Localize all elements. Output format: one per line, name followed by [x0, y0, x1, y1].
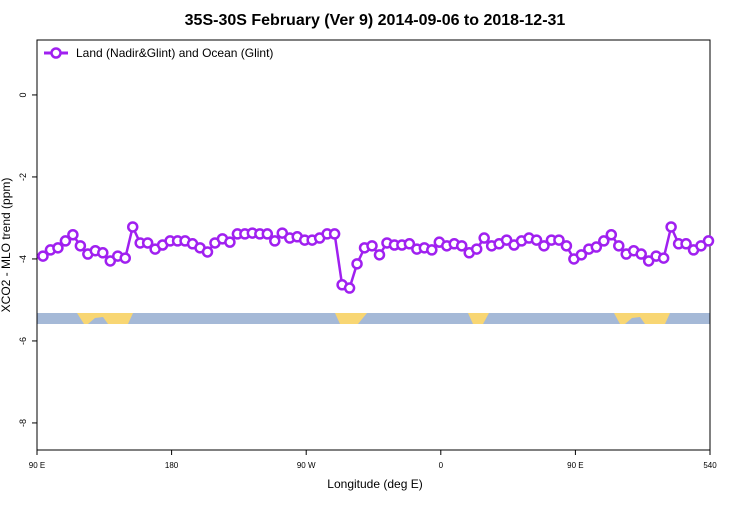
data-point: [455, 240, 468, 252]
data-point: [261, 228, 274, 240]
data-point: [104, 255, 117, 267]
data-point: [37, 250, 49, 262]
data-point: [657, 252, 670, 264]
data-point: [366, 240, 378, 252]
legend: Land (Nadir&Glint) and Ocean (Glint): [44, 46, 273, 60]
data-point: [126, 221, 139, 233]
data-point: [343, 282, 356, 294]
data-point: [59, 235, 72, 247]
y-tick-label: -6: [18, 337, 28, 345]
data-point: [605, 229, 618, 241]
y-axis-label: XCO2 - MLO trend (ppm): [0, 178, 13, 313]
data-point: [702, 235, 715, 247]
data-point: [373, 249, 386, 261]
data-point: [141, 237, 154, 249]
x-axis-label: Longitude (deg E): [327, 477, 422, 491]
data-point: [560, 240, 573, 252]
y-tick-label: 0: [18, 92, 28, 97]
data-point: [351, 258, 363, 270]
data-point: [328, 228, 341, 240]
chart-title: 35S-30S February (Ver 9) 2014-09-06 to 2…: [185, 12, 566, 29]
x-tick-label: 90 E: [29, 461, 45, 470]
data-point: [52, 242, 64, 254]
data-point: [403, 238, 416, 250]
data-point: [575, 249, 588, 261]
data-point: [613, 240, 625, 252]
data-point: [470, 243, 483, 255]
data-point: [635, 248, 647, 260]
x-tick-label: 180: [165, 461, 179, 470]
ocean-band: [625, 317, 645, 324]
data-point: [538, 240, 550, 252]
data-point: [67, 229, 79, 241]
data-point: [695, 240, 707, 252]
data-point: [598, 235, 610, 247]
legend-label: Land (Nadir&Glint) and Ocean (Glint): [76, 46, 273, 60]
y-tick-label: -2: [18, 173, 28, 181]
land-area: [77, 313, 133, 324]
data-point: [553, 234, 565, 246]
land-area: [614, 313, 670, 324]
x-tick-label: 540: [703, 461, 717, 470]
land-area: [468, 313, 489, 324]
data-point: [97, 247, 109, 259]
data-point: [530, 234, 543, 246]
data-point: [642, 255, 655, 267]
data-point: [119, 252, 131, 264]
legend-marker: [50, 47, 62, 59]
data-point: [500, 234, 513, 246]
data-point: [680, 238, 692, 250]
x-tick-label: 90 E: [567, 461, 583, 470]
y-tick-label: -4: [18, 255, 28, 263]
data-point: [201, 246, 214, 258]
data-point: [590, 241, 603, 253]
land-mask: [37, 313, 710, 324]
data-point: [276, 227, 289, 239]
y-tick-label: -8: [18, 419, 28, 427]
data-point: [665, 221, 677, 233]
data-point: [224, 236, 236, 248]
ocean-band: [88, 317, 108, 324]
data-point: [269, 235, 281, 247]
data-point: [74, 240, 87, 252]
data-point: [426, 244, 438, 256]
x-tick-label: 90 W: [297, 461, 316, 470]
land-area: [335, 313, 367, 324]
data-point: [478, 232, 490, 244]
ocean-band: [37, 313, 710, 324]
x-tick-label: 0: [439, 461, 444, 470]
